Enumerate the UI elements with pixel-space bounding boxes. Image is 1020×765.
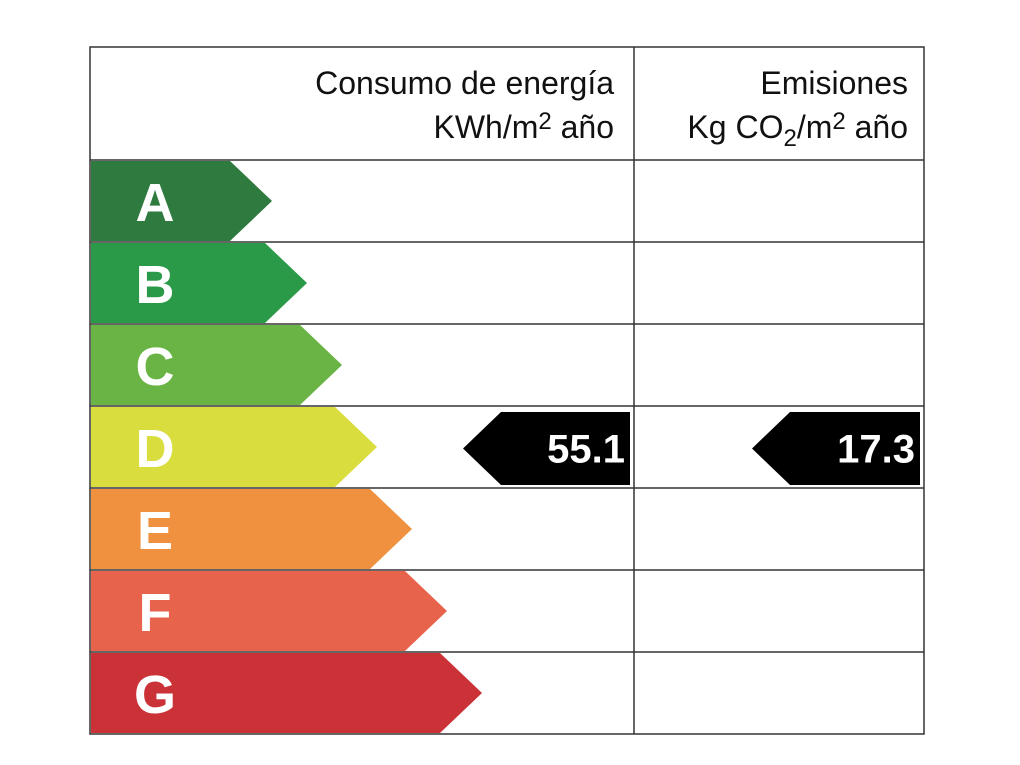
- class-arrow: [91, 407, 377, 487]
- unit-sup: 2: [832, 108, 845, 135]
- class-arrow: [91, 571, 447, 651]
- class-letter: F: [139, 583, 172, 643]
- class-letter: E: [137, 501, 173, 561]
- unit-part: año: [552, 109, 614, 145]
- unit-part: año: [846, 109, 908, 145]
- emissions-title: Emisiones: [760, 65, 908, 101]
- unit-part: Kg CO: [687, 109, 783, 145]
- class-arrow: [91, 653, 482, 733]
- rating-value: 55.1: [547, 428, 625, 472]
- consumption-title: Consumo de energía: [315, 65, 614, 101]
- emissions-unit: Kg CO2/m2 año: [687, 108, 908, 152]
- rating-arrow: [752, 412, 920, 485]
- class-arrow: [91, 489, 412, 569]
- unit-part: /m: [797, 109, 833, 145]
- class-arrow: [91, 243, 307, 323]
- unit-sub: 2: [783, 125, 796, 152]
- rating-value: 17.3: [837, 428, 915, 472]
- class-letter: D: [136, 419, 175, 479]
- consumption-unit: KWh/m2 año: [433, 108, 614, 145]
- class-arrow: [91, 325, 342, 405]
- class-letter: B: [136, 255, 175, 315]
- class-arrow: [91, 161, 272, 241]
- class-letter: G: [134, 665, 176, 725]
- rating-arrow: [463, 412, 630, 485]
- unit-part: KWh/m: [433, 109, 538, 145]
- class-letter: A: [136, 173, 175, 233]
- class-letter: C: [136, 337, 175, 397]
- table-border: [89, 46, 925, 735]
- table-lines: [89, 46, 925, 735]
- unit-sup: 2: [538, 108, 551, 135]
